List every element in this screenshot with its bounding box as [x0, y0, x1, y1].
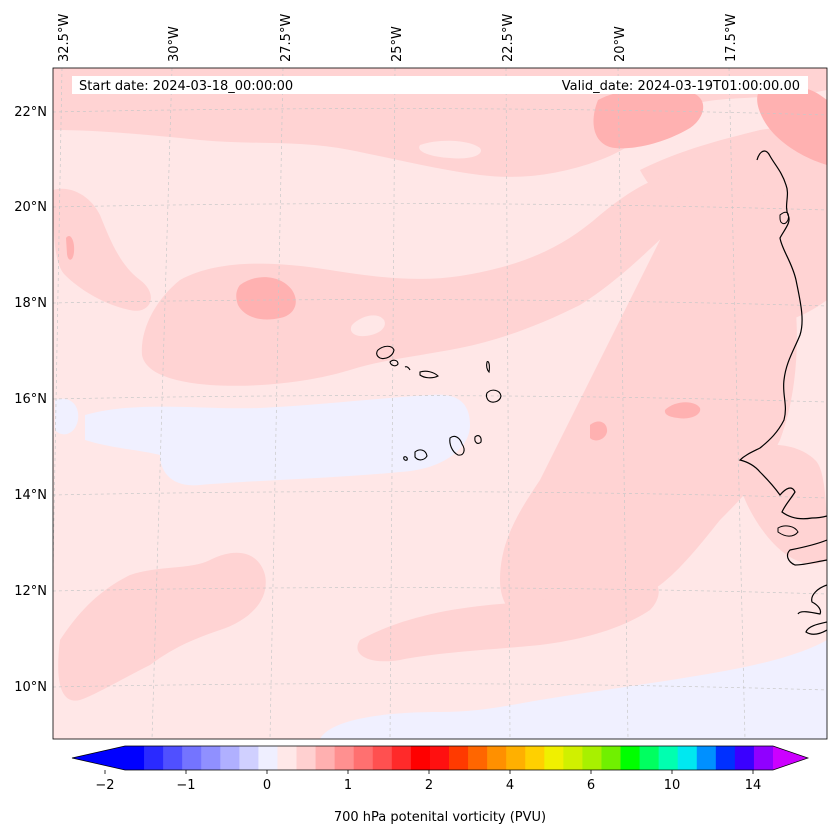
- colorbar-tick-label: −1: [176, 778, 195, 793]
- header-bar: [72, 76, 808, 94]
- longitude-label: 17.5°W: [724, 14, 739, 62]
- colorbar-tick-label: 2: [425, 778, 433, 793]
- longitude-labels: 32.5°W 30°W 27.5°W 25°W 22.5°W 20°W 17.5°W: [57, 14, 739, 62]
- pv-low-patch-1: [350, 315, 385, 337]
- colorbar-swatch: [620, 746, 641, 770]
- pv-max-patch-northeast: [757, 85, 827, 165]
- colorbar-swatch: [734, 746, 755, 770]
- colorbar-tick-label: 14: [745, 778, 762, 793]
- pv-patch-southeast: [738, 444, 827, 565]
- longitude-label: 20°W: [613, 26, 628, 62]
- pv-negative-patch-west: [55, 398, 79, 435]
- pv-max-patch-east2: [664, 402, 701, 419]
- colorbar-extend-low: [72, 746, 125, 770]
- colorbar-tick-label: 0: [263, 778, 271, 793]
- pv-max-patch-east: [590, 421, 608, 441]
- colorbar-swatch: [277, 746, 298, 770]
- latitude-label: 14°N: [14, 488, 47, 503]
- longitude-label: 32.5°W: [57, 14, 72, 62]
- colorbar-swatch: [144, 746, 164, 770]
- pv-negative-band-south: [320, 640, 827, 739]
- colorbar-tick-label: 4: [506, 778, 514, 793]
- colorbar-tick-label: −2: [95, 778, 114, 793]
- latitude-label: 12°N: [14, 584, 47, 599]
- colorbar-swatch: [506, 746, 526, 770]
- pv-max-patch-north: [593, 88, 704, 149]
- colorbar-swatch: [468, 746, 488, 770]
- colorbar-tick-label: 1: [344, 778, 352, 793]
- valid-date-label: Valid_date: 2024-03-19T01:00:00.00: [562, 79, 800, 94]
- latitude-label: 16°N: [14, 392, 47, 407]
- longitude-label: 22.5°W: [501, 14, 516, 62]
- colorbar-label: 700 hPa potenital vorticity (PVU): [334, 810, 546, 825]
- colorbar-swatch: [334, 746, 355, 770]
- map-frame: [52, 67, 828, 740]
- colorbar-swatch: [525, 746, 545, 770]
- colorbar-swatch: [258, 746, 278, 770]
- pv-tongue-central: [141, 174, 701, 386]
- map-panel: [53, 68, 827, 739]
- colorbar-swatch: [391, 746, 412, 770]
- graticule: [53, 68, 827, 739]
- colorbar-swatch: [696, 746, 717, 770]
- pv-low-patch-2: [419, 140, 481, 159]
- pv-max-patch-west: [236, 277, 296, 320]
- latitude-label: 18°N: [14, 296, 47, 311]
- pv-max-patch-far-west: [66, 235, 75, 260]
- cape-verde-islands: [376, 345, 502, 461]
- colorbar-swatch: [563, 746, 583, 770]
- colorbar-swatch: [544, 746, 564, 770]
- colorbar-outline: [71, 745, 810, 771]
- colorbar-swatch: [296, 746, 317, 770]
- longitude-label: 27.5°W: [279, 14, 294, 62]
- colorbar-swatch: [353, 746, 374, 770]
- colorbar-swatch: [182, 746, 202, 770]
- colorbar-swatch: [239, 746, 259, 770]
- latitude-label: 10°N: [14, 680, 47, 695]
- colorbar-extend-high: [773, 746, 808, 770]
- colorbar-swatch: [315, 746, 336, 770]
- coastline-detail-2: [777, 525, 799, 537]
- pv-band-southwest: [58, 552, 266, 701]
- colorbar-swatch: [220, 746, 240, 770]
- colorbar-swatch: [125, 746, 145, 770]
- latitude-labels: 22°N 20°N 18°N 16°N 14°N 12°N 10°N: [14, 105, 47, 695]
- colorbar-tick-label: 6: [587, 778, 595, 793]
- colorbar-swatch: [715, 746, 736, 770]
- latitude-label: 20°N: [14, 200, 47, 215]
- colorbar-swatch: [487, 746, 507, 770]
- longitude-label: 30°W: [167, 26, 182, 62]
- pv-band-west: [53, 188, 151, 311]
- pv-negative-band-center: [85, 394, 470, 486]
- colorbar: −2 −1 0 1 2 4 6 10 14: [71, 745, 810, 793]
- coastline-detail-1: [779, 211, 789, 225]
- colorbar-tick-label: 10: [664, 778, 681, 793]
- latitude-label: 22°N: [14, 105, 47, 120]
- colorbar-swatch: [372, 746, 393, 770]
- africa-coastline: [738, 150, 827, 635]
- colorbar-swatch: [201, 746, 221, 770]
- colorbar-swatch: [449, 746, 469, 770]
- colorbar-swatch: [163, 746, 183, 770]
- colorbar-swatch: [677, 746, 698, 770]
- colorbar-swatch: [658, 746, 679, 770]
- colorbar-swatch: [601, 746, 622, 770]
- colorbar-swatch: [639, 746, 660, 770]
- start-date-label: Start date: 2024-03-18_00:00:00: [79, 79, 293, 94]
- colorbar-swatch: [582, 746, 602, 770]
- colorbar-swatch: [429, 746, 450, 770]
- longitude-label: 25°W: [390, 26, 405, 62]
- colorbar-swatch: [410, 746, 431, 770]
- colorbar-swatch: [753, 746, 774, 770]
- pv-band-south: [357, 579, 659, 662]
